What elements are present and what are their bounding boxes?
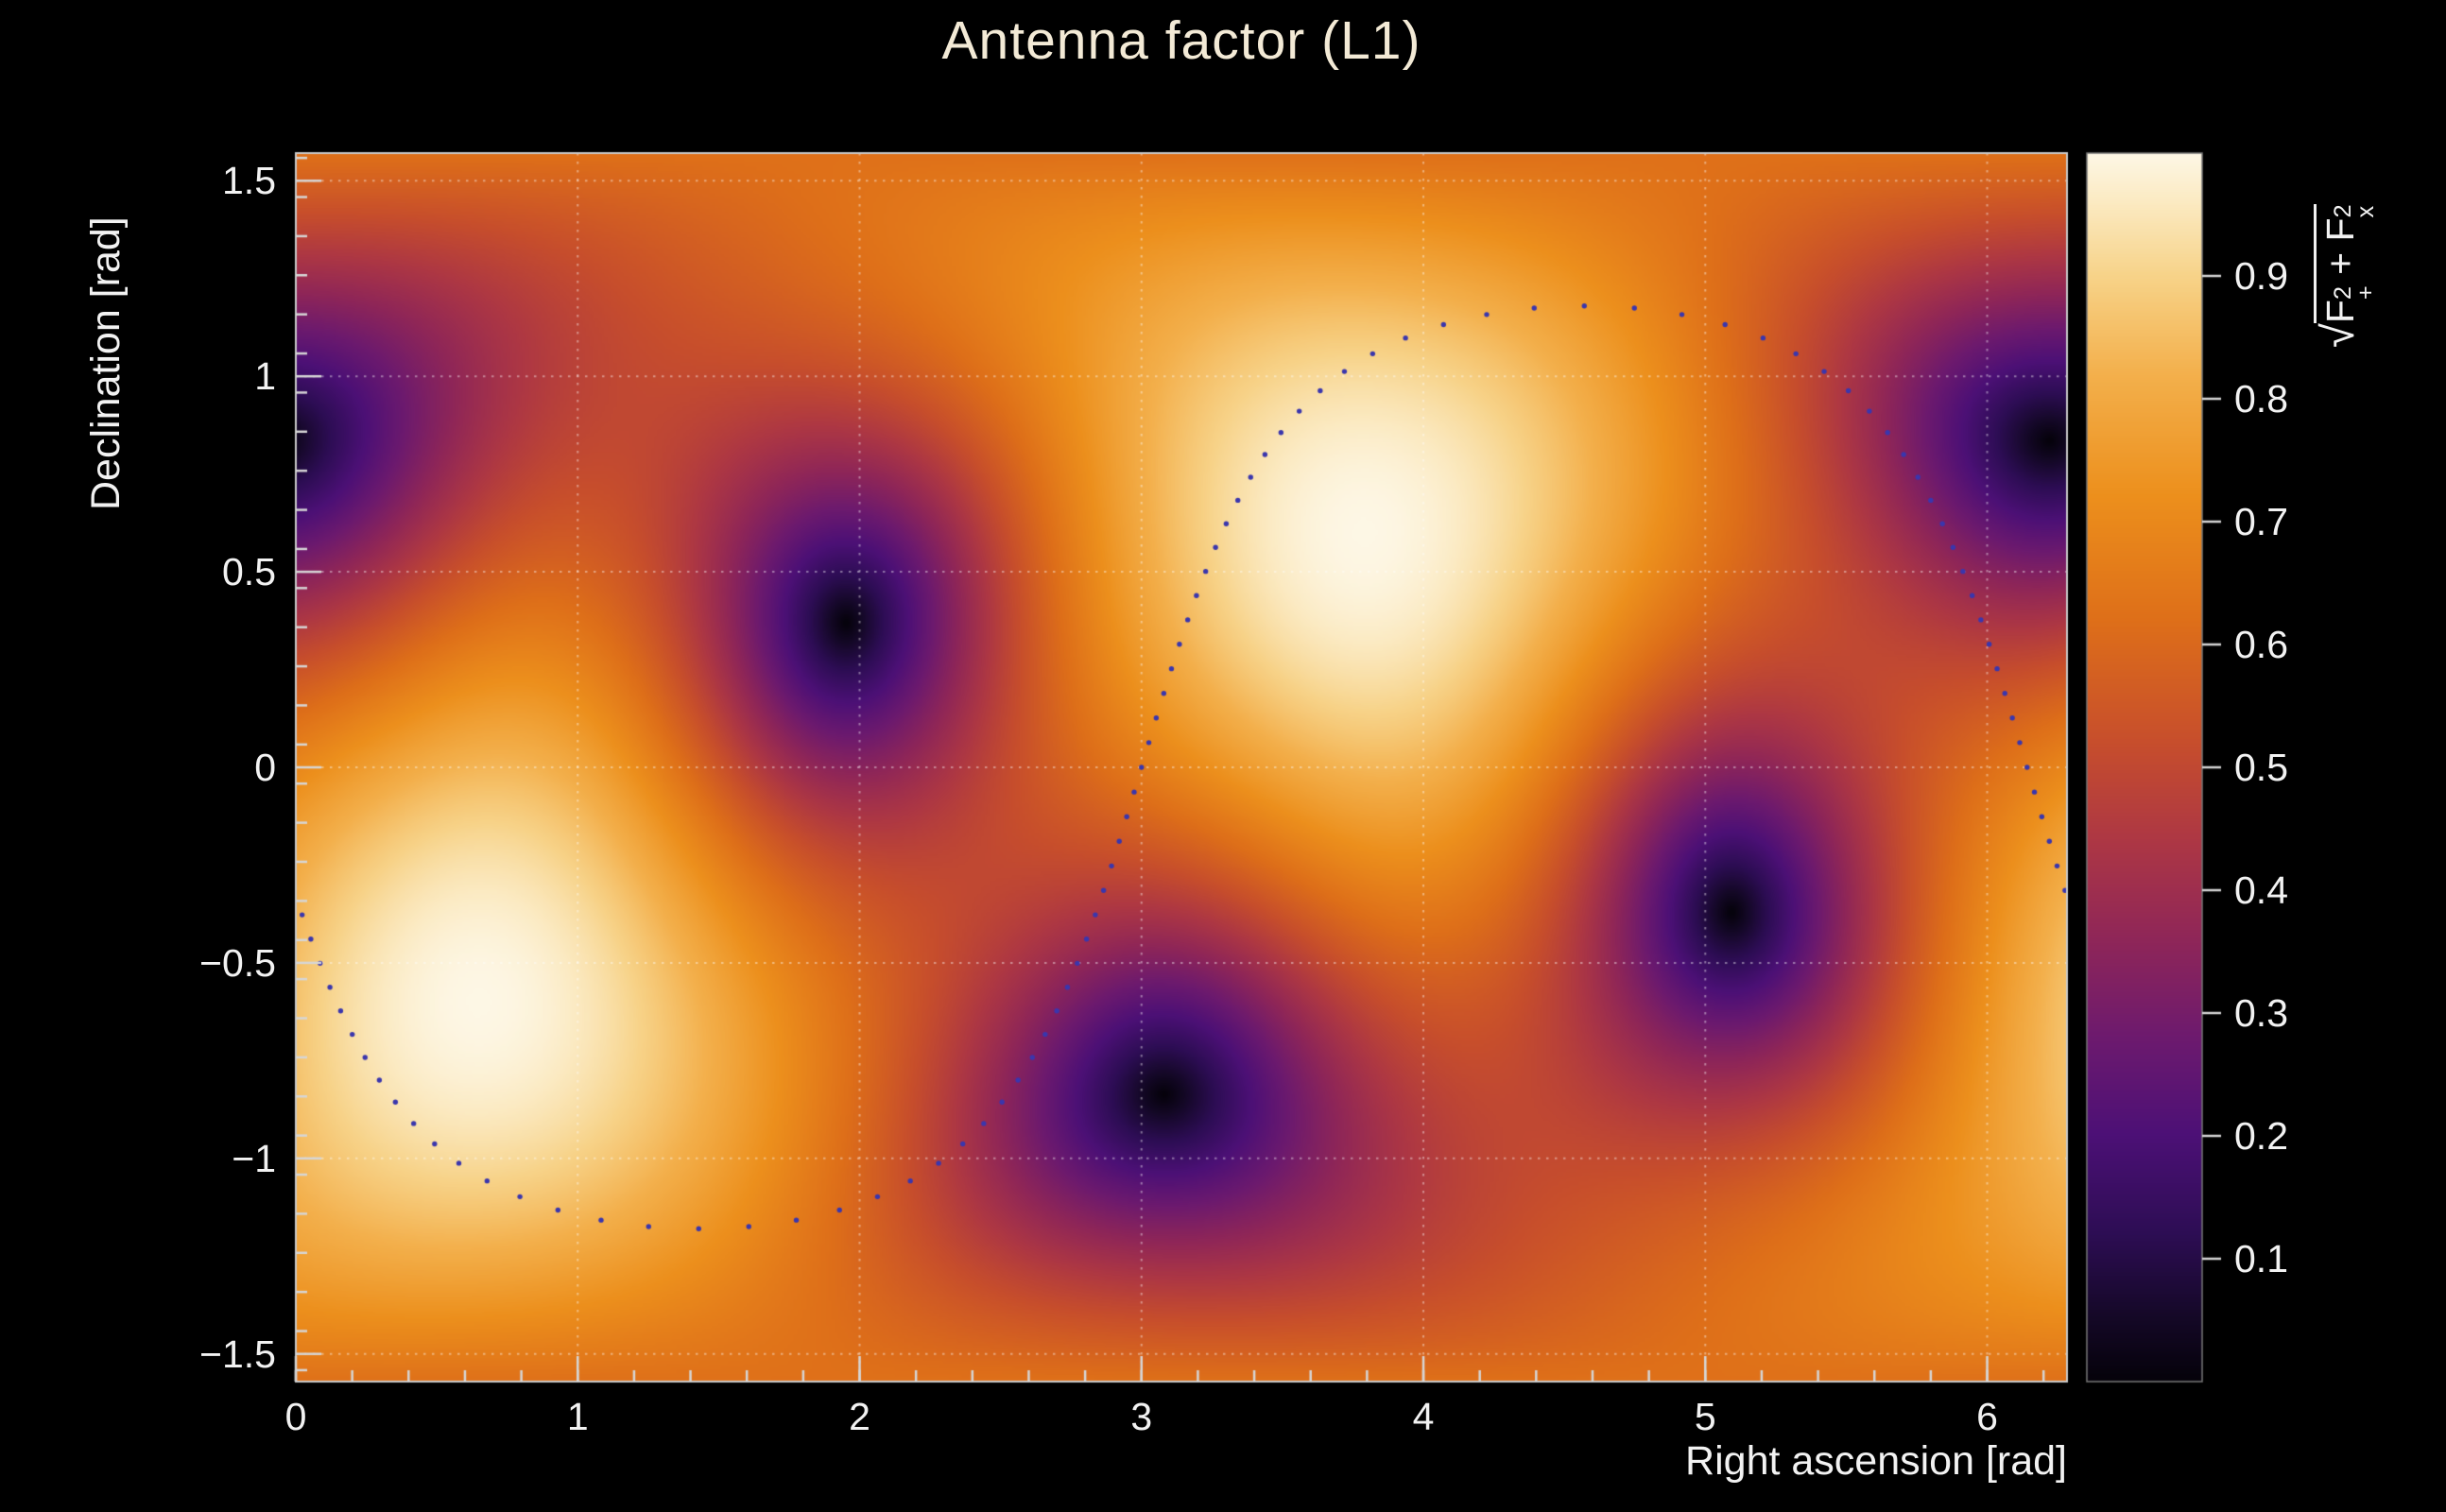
colorbar-tick-label: 0.8 [2234, 377, 2288, 421]
y-axis-title-text: Declination [rad] [83, 216, 129, 510]
sqrt-radical: √ [2313, 323, 2363, 348]
colorbar-tick-label: 0.9 [2234, 254, 2288, 298]
colorbar-tick-label: 0.7 [2234, 500, 2288, 543]
y-tick-label: 1.5 [222, 159, 276, 203]
colorbar-tick-label: 0.3 [2234, 991, 2288, 1035]
f-cross-symbol: F [2318, 217, 2362, 242]
colorbar-tick-label: 0.5 [2234, 746, 2288, 789]
x-tick-label: 1 [566, 1395, 589, 1438]
x-tick-label: 5 [1694, 1395, 1716, 1438]
y-tick-label: −1 [232, 1136, 276, 1180]
y-tick-label: 1 [254, 354, 276, 399]
x-tick-label: 6 [1976, 1395, 1998, 1438]
f-cross-sub: x [2352, 205, 2380, 218]
colorbar-tick-label: 0.4 [2234, 868, 2288, 912]
chart-title: Antenna factor (L1) [941, 10, 1421, 71]
colorbar-tick-label: 0.1 [2234, 1237, 2288, 1280]
f-cross-sup: 2 [2329, 204, 2356, 218]
x-axis-title: Right ascension [rad] [1685, 1438, 2067, 1484]
x-tick-label: 4 [1412, 1395, 1435, 1438]
x-tick-label: 2 [849, 1395, 870, 1438]
x-tick-label: 3 [1130, 1395, 1153, 1438]
y-tick-label: 0 [254, 746, 276, 789]
colorbar-tick-label: 0.6 [2234, 623, 2288, 666]
y-tick-label: 0.5 [222, 550, 276, 594]
f-plus-symbol: F [2318, 300, 2362, 324]
y-tick-label: −0.5 [199, 940, 276, 985]
y-tick-label: −1.5 [199, 1332, 276, 1376]
x-tick-label: 0 [284, 1395, 307, 1438]
colorbar-tick-label: 0.2 [2234, 1114, 2288, 1158]
